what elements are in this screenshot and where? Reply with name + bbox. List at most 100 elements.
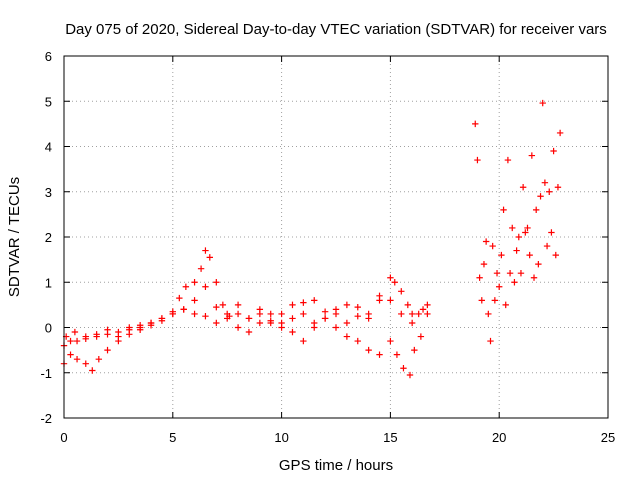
data-point: [489, 242, 496, 250]
y-axis-ticks: -2 -1 0 1 2 3 4 5 6: [40, 49, 608, 426]
data-point: [472, 120, 479, 128]
data-point: [300, 337, 307, 345]
data-point: [509, 224, 516, 232]
grid-lines: [64, 56, 608, 418]
data-point: [541, 179, 549, 186]
data-point: [104, 346, 111, 354]
data-point: [496, 283, 503, 290]
data-point: [408, 310, 416, 318]
data-point: [528, 152, 536, 159]
data-point: [267, 310, 274, 318]
data-point: [552, 251, 559, 259]
data-point: [504, 156, 512, 164]
data-point: [354, 337, 361, 345]
data-point: [406, 371, 414, 379]
data-point: [256, 306, 264, 313]
data-point: [289, 301, 296, 309]
data-point: [532, 206, 540, 214]
x-tick-label: 15: [383, 430, 397, 445]
x-tick-label: 20: [492, 430, 506, 445]
data-point: [424, 301, 431, 309]
data-point: [519, 184, 527, 191]
series-late-cluster: [472, 99, 564, 345]
data-point: [498, 251, 505, 259]
data-point: [321, 315, 329, 322]
data-point: [546, 188, 553, 195]
data-point: [365, 315, 372, 322]
data-point: [376, 297, 383, 304]
data-point: [482, 238, 490, 245]
data-point: [176, 294, 183, 302]
data-point: [424, 310, 431, 318]
data-point: [535, 260, 542, 268]
data-point: [408, 319, 416, 327]
data-point: [404, 301, 412, 309]
series-track-a: [60, 247, 431, 349]
data-point: [398, 288, 405, 295]
data-point: [202, 247, 209, 254]
data-point: [513, 247, 520, 254]
data-point: [400, 365, 407, 372]
y-tick-label: 5: [45, 94, 52, 109]
x-tick-label: 5: [169, 430, 176, 445]
data-point: [82, 333, 89, 340]
data-point: [256, 319, 264, 327]
y-tick-label: 3: [45, 185, 52, 200]
data-point: [278, 310, 285, 318]
data-point: [478, 297, 485, 304]
data-point: [548, 229, 555, 236]
y-tick-label: 2: [45, 230, 52, 245]
data-point: [191, 279, 198, 286]
data-point: [300, 299, 307, 306]
x-tick-label: 25: [601, 430, 615, 445]
data-point: [289, 315, 296, 322]
series-track-c: [62, 297, 427, 340]
data-point: [206, 254, 213, 261]
data-point: [398, 310, 405, 318]
data-point: [213, 303, 220, 311]
data-point: [67, 351, 74, 358]
data-point: [522, 229, 529, 236]
data-point: [182, 283, 190, 290]
data-point: [234, 301, 242, 309]
y-tick-label: 1: [45, 275, 52, 290]
data-point: [126, 326, 133, 333]
data-point: [136, 324, 144, 331]
data-points: [60, 99, 564, 379]
chart-title: Day 075 of 2020, Sidereal Day-to-day VTE…: [65, 21, 607, 38]
data-point: [73, 355, 81, 363]
data-point: [343, 301, 351, 309]
data-point: [104, 326, 111, 333]
data-point: [147, 322, 155, 329]
data-point: [95, 355, 103, 363]
data-point: [387, 337, 394, 345]
data-point: [234, 324, 242, 331]
data-point: [289, 328, 296, 336]
data-point: [67, 337, 74, 345]
data-point: [343, 333, 351, 340]
data-point: [213, 319, 220, 327]
data-point: [487, 337, 494, 345]
data-point: [493, 270, 501, 277]
x-axis-ticks: 0 5 10 15 20 25: [60, 56, 615, 445]
data-point: [332, 310, 340, 318]
data-point: [354, 303, 361, 311]
data-point: [537, 193, 544, 200]
data-point: [191, 297, 198, 304]
data-point: [491, 297, 499, 304]
data-point: [476, 274, 483, 281]
data-point: [73, 337, 81, 345]
series-track-b: [60, 283, 431, 379]
data-point: [354, 312, 361, 320]
data-point: [506, 270, 514, 277]
data-point: [278, 324, 285, 331]
data-point: [530, 274, 538, 281]
data-point: [245, 315, 253, 322]
data-point: [169, 308, 176, 315]
data-point: [202, 283, 209, 290]
data-point: [158, 315, 166, 322]
data-point: [82, 360, 89, 367]
data-point: [213, 279, 220, 286]
data-point: [180, 306, 187, 313]
data-point: [556, 129, 564, 137]
